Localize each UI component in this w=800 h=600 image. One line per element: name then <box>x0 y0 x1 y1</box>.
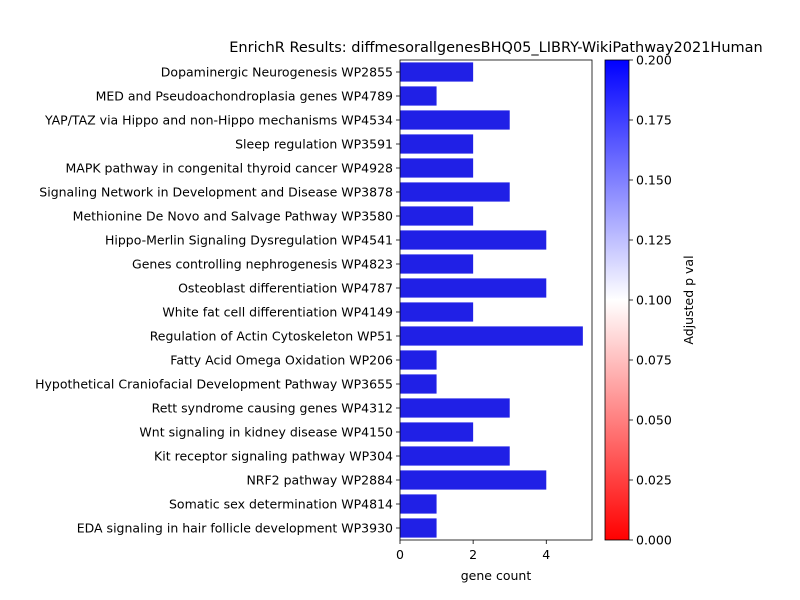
x-tick-label: 2 <box>469 547 477 562</box>
y-tick-label: Fatty Acid Omega Oxidation WP206 <box>170 353 393 368</box>
x-axis-label: gene count <box>461 568 532 583</box>
y-tick-label: Methionine De Novo and Salvage Pathway W… <box>73 209 393 224</box>
y-tick-label: Rett syndrome causing genes WP4312 <box>152 401 393 416</box>
bar <box>400 206 474 226</box>
y-tick-label: Signaling Network in Development and Dis… <box>39 185 393 200</box>
y-tick-label: NRF2 pathway WP2884 <box>246 473 393 488</box>
colorbar-tick-label: 0.175 <box>636 113 672 128</box>
colorbar-tick-label: 0.075 <box>636 353 672 368</box>
x-tick-label: 0 <box>396 547 404 562</box>
y-tick-label: Somatic sex determination WP4814 <box>169 497 393 512</box>
bar <box>400 62 474 82</box>
bar <box>400 398 510 418</box>
y-tick-label: MAPK pathway in congenital thyroid cance… <box>65 161 393 176</box>
bar <box>400 350 437 370</box>
colorbar-tick-label: 0.125 <box>636 233 672 248</box>
bar <box>400 470 547 490</box>
y-tick-label: Regulation of Actin Cytoskeleton WP51 <box>150 329 393 344</box>
y-tick-label: Osteoblast differentiation WP4787 <box>178 281 393 296</box>
bar <box>400 518 437 538</box>
colorbar-tick-label: 0.025 <box>636 473 672 488</box>
colorbar-tick-label: 0.050 <box>636 413 672 428</box>
bar <box>400 254 474 274</box>
y-tick-label: Sleep regulation WP3591 <box>235 137 393 152</box>
plot-frame <box>399 59 593 541</box>
bar <box>400 302 474 322</box>
y-tick-labels: Dopaminergic Neurogenesis WP2855 MED and … <box>35 65 400 536</box>
y-tick-label: Kit receptor signaling pathway WP304 <box>154 449 393 464</box>
y-tick-label: YAP/TAZ via Hippo and non-Hippo mechanis… <box>44 113 393 128</box>
bar <box>400 326 583 346</box>
bar <box>400 374 437 394</box>
y-tick-label: MED and Pseudoachondroplasia genes WP478… <box>96 89 393 104</box>
bar <box>400 158 474 178</box>
bar <box>400 182 510 202</box>
y-tick-label: White fat cell differentiation WP4149 <box>162 305 393 320</box>
colorbar <box>604 59 630 541</box>
x-tick-label: 4 <box>542 547 550 562</box>
y-tick-label: Genes controlling nephrogenesis WP4823 <box>132 257 393 272</box>
y-tick-label: Dopaminergic Neurogenesis WP2855 <box>161 65 393 80</box>
colorbar-tick-label: 0.100 <box>636 293 672 308</box>
colorbar-tick-label: 0.150 <box>636 173 672 188</box>
bar <box>400 422 474 442</box>
bar <box>400 446 510 466</box>
y-tick-label: Wnt signaling in kidney disease WP4150 <box>139 425 393 440</box>
y-tick-label: Hypothetical Craniofacial Development Pa… <box>35 377 393 392</box>
colorbar-tick-label: 0.000 <box>636 533 672 548</box>
colorbar-label: Adjusted p val <box>681 255 696 344</box>
bar <box>400 110 510 130</box>
chart-title: EnrichR Results: diffmesorallgenesBHQ05_… <box>229 40 762 56</box>
bar <box>400 134 474 154</box>
x-ticks: 0 2 4 <box>396 540 550 562</box>
colorbar-ticks: 0.000 0.025 0.050 0.075 0.100 0.125 0.150 0.175… <box>629 53 672 548</box>
bars-group <box>400 62 583 538</box>
bar <box>400 86 437 106</box>
bar <box>400 278 547 298</box>
colorbar-tick-label: 0.200 <box>636 53 672 68</box>
bar <box>400 230 547 250</box>
y-tick-label: Hippo-Merlin Signaling Dysregulation WP4… <box>105 233 393 248</box>
y-tick-label: EDA signaling in hair follicle developme… <box>77 521 393 536</box>
bar <box>400 494 437 514</box>
